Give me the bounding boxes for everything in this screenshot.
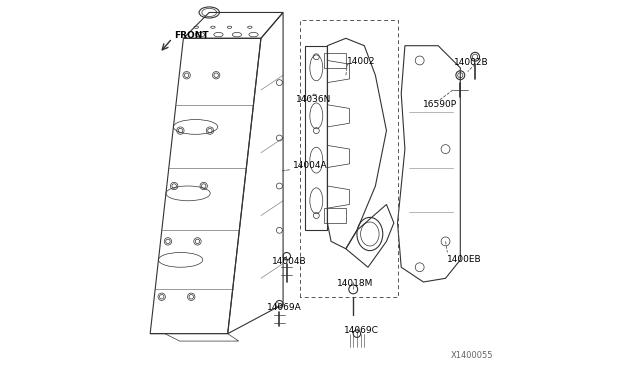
Text: 14004B: 14004B [272, 257, 307, 266]
Text: 14018M: 14018M [337, 279, 373, 288]
Text: 14004A: 14004A [292, 161, 327, 170]
Text: 14036N: 14036N [296, 95, 332, 104]
Text: 14002B: 14002B [454, 58, 488, 67]
Text: FRONT: FRONT [174, 31, 209, 40]
Text: X1400055: X1400055 [451, 350, 493, 359]
Text: 14069C: 14069C [344, 326, 379, 335]
Text: 16590P: 16590P [424, 100, 458, 109]
Text: 1400EB: 1400EB [447, 255, 482, 264]
Text: 14002: 14002 [347, 57, 375, 66]
Text: 14069A: 14069A [266, 302, 301, 312]
